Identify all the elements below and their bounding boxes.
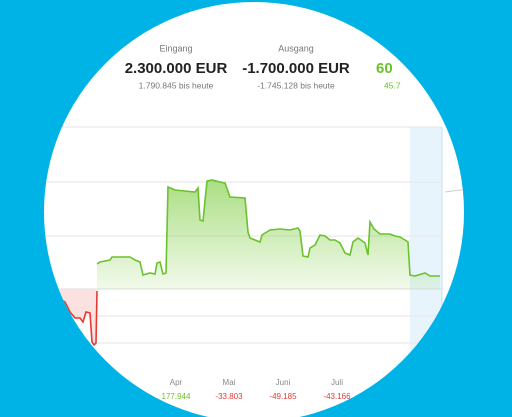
line bbox=[55, 290, 98, 347]
magnifier bbox=[44, 2, 464, 417]
summary-sub: -1.745.128 bis heute bbox=[257, 80, 335, 90]
line bbox=[96, 179, 440, 277]
highlight-band bbox=[410, 127, 442, 370]
month-total: 177.944 bbox=[162, 392, 191, 401]
x-tick-label: Juni bbox=[276, 378, 291, 387]
area bbox=[97, 180, 440, 289]
month-total: -43.166 bbox=[323, 392, 351, 401]
next-chart bbox=[444, 189, 464, 193]
summary-sub: 1.790.845 bis heute bbox=[139, 80, 214, 90]
summary-amount: -1.700.000 EUR bbox=[242, 60, 350, 77]
summary-amount: 60 bbox=[376, 60, 393, 77]
month-total: -49.185 bbox=[269, 392, 297, 401]
x-tick-label: Mai bbox=[223, 378, 236, 387]
x-tick-label: Mrz bbox=[115, 378, 128, 387]
summary-label: Ausgang bbox=[278, 43, 314, 53]
summary-label: Eingang bbox=[159, 43, 192, 53]
month-total: -33.803 bbox=[215, 392, 243, 401]
x-tick-label: Aug bbox=[383, 378, 397, 387]
summary-amount: 2.300.000 EUR bbox=[125, 60, 228, 77]
summary-sub: 45.7 bbox=[384, 80, 401, 90]
x-tick-label: Juli bbox=[331, 378, 343, 387]
x-tick-label: Apr bbox=[170, 378, 183, 387]
